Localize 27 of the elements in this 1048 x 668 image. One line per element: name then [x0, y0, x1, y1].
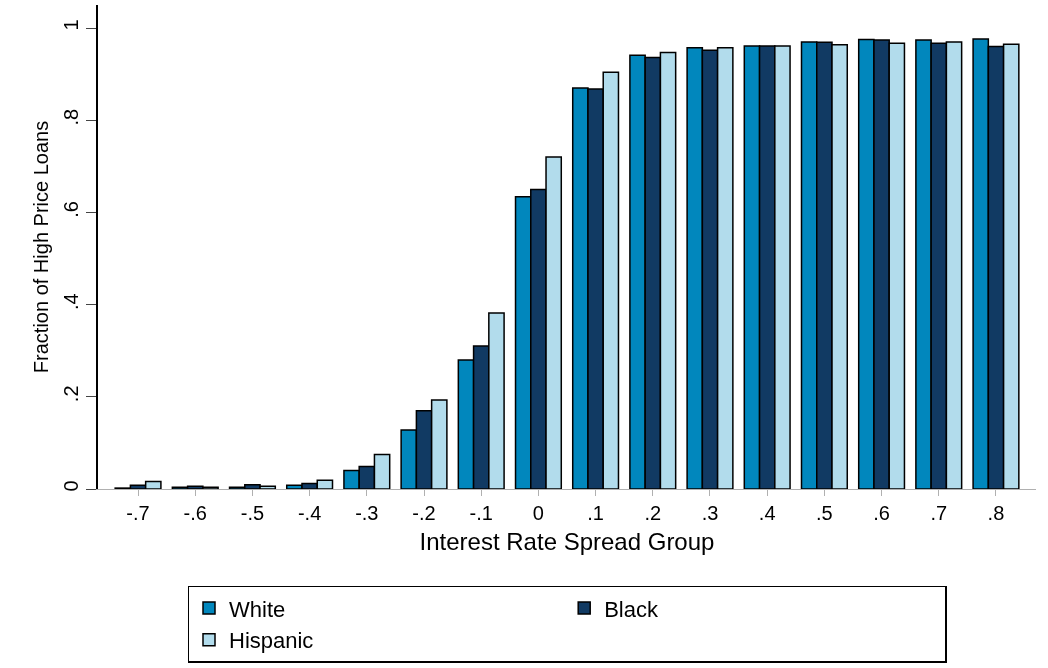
x-tick-label: -.5	[240, 502, 265, 524]
y-tick-label: 0	[60, 480, 83, 492]
y-tick-label: .6	[60, 201, 83, 218]
y-tick-label: 1	[60, 19, 83, 31]
x-tick-label: 0	[532, 502, 544, 524]
x-tick-label: .3	[701, 502, 719, 524]
y-tick-label: .8	[60, 108, 83, 126]
legend-label: White	[229, 596, 286, 622]
x-tick-label: .4	[758, 502, 776, 524]
x-tick-label: .5	[816, 502, 833, 524]
x-tick-label: -.6	[183, 502, 207, 524]
x-tick-label: .7	[930, 502, 948, 524]
x-tick-label: .2	[644, 502, 662, 524]
legend-label: Black	[604, 596, 659, 622]
x-tick-label: -.2	[412, 502, 436, 524]
y-tick-label: .4	[60, 293, 83, 310]
x-tick-label: .1	[587, 502, 604, 524]
x-tick-label: -.3	[355, 502, 379, 524]
y-tick-label: .2	[60, 385, 83, 403]
x-tick-label: -.4	[297, 502, 322, 524]
x-tick-label: .8	[987, 502, 1005, 524]
x-tick-label: -.7	[126, 502, 150, 524]
y-axis-title: Fraction of High Price Loans	[30, 120, 53, 374]
x-axis-title: Interest Rate Spread Group	[419, 528, 715, 556]
x-tick-label: .6	[873, 502, 890, 524]
legend-label: Hispanic	[229, 628, 314, 654]
x-tick-label: -.1	[469, 502, 493, 524]
